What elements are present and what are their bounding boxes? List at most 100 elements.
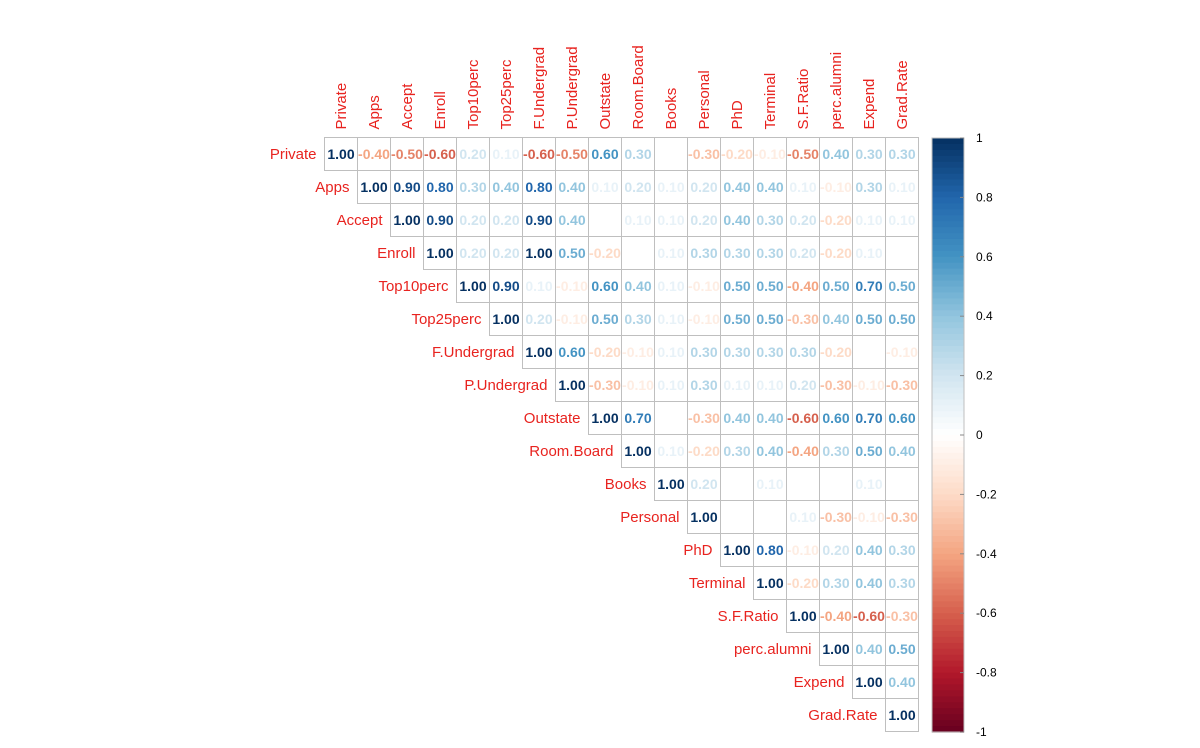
col-label-Personal: Personal — [696, 70, 713, 129]
colorbar-segment — [932, 678, 964, 686]
cell-value-Room.Board-perc.alumni: 0.30 — [822, 443, 849, 459]
cell-value-perc.alumni-perc.alumni: 1.00 — [822, 641, 849, 657]
cell-value-Private-Private: 1.00 — [327, 146, 354, 162]
cell-value-Outstate-Outstate: 1.00 — [591, 410, 618, 426]
colorbar-segment — [932, 702, 964, 709]
cell-value-Accept-Personal: 0.20 — [690, 212, 717, 228]
cell-value-P.Undergrad-Grad.Rate: -0.30 — [886, 377, 918, 393]
cell-value-Enroll-Top25perc: 0.20 — [492, 245, 519, 261]
cell-value-Accept-Top25perc: 0.20 — [492, 212, 519, 228]
cell-value-Top25perc-F.Undergrad: 0.20 — [525, 311, 552, 327]
colorbar-segment — [932, 143, 964, 151]
col-label-Top25perc: Top25perc — [498, 59, 515, 130]
cell-value-Top10perc-S.F.Ratio: -0.40 — [787, 278, 819, 294]
colorbar-tick-label: 0.6 — [976, 250, 993, 264]
row-label-Terminal: Terminal — [689, 575, 746, 592]
cell-value-Apps-Books: 0.10 — [657, 179, 684, 195]
colorbar-segment — [932, 482, 964, 490]
cell-value-Books-Expend: 0.10 — [855, 476, 882, 492]
row-label-Top25perc: Top25perc — [411, 311, 482, 328]
colorbar-segment — [932, 601, 964, 608]
col-label-PhD: PhD — [729, 100, 746, 129]
col-label-Outstate: Outstate — [597, 73, 614, 130]
colorbar-segment — [932, 583, 964, 591]
colorbar-segment — [932, 310, 964, 317]
cell-value-Enroll-Outstate: -0.20 — [589, 245, 621, 261]
colorbar-segment — [932, 619, 964, 626]
colorbar-segment — [932, 458, 964, 466]
colorbar-segment — [932, 351, 964, 359]
cell-value-Apps-F.Undergrad: 0.80 — [525, 179, 552, 195]
cell-Books-PhD — [720, 467, 754, 501]
colorbar-segment — [932, 726, 964, 733]
colorbar-segment — [932, 559, 964, 567]
colorbar-tick-label: 0.4 — [976, 309, 993, 323]
cell-value-Private-Expend: 0.30 — [855, 146, 882, 162]
colorbar-segment — [932, 571, 964, 579]
cell-value-Enroll-Personal: 0.30 — [690, 245, 717, 261]
cell-Personal-Terminal — [753, 500, 787, 534]
colorbar-segment — [932, 672, 964, 680]
colorbar-segment — [932, 553, 964, 561]
colorbar-segment — [932, 500, 964, 507]
colorbar-segment — [932, 660, 964, 668]
colorbar-segment — [932, 375, 964, 383]
cell-value-P.Undergrad-Room.Board: -0.10 — [622, 377, 654, 393]
col-label-Terminal: Terminal — [762, 73, 779, 130]
col-label-Apps: Apps — [366, 95, 383, 129]
colorbar-segment — [932, 547, 964, 555]
cell-value-P.Undergrad-Terminal: 0.10 — [756, 377, 783, 393]
cell-value-Outstate-perc.alumni: 0.60 — [822, 410, 849, 426]
colorbar-segment — [932, 238, 964, 246]
colorbar-segment — [932, 387, 964, 395]
row-label-Apps: Apps — [315, 179, 349, 196]
colorbar-segment — [932, 357, 964, 365]
row-label-PhD: PhD — [683, 542, 712, 559]
colorbar-segment — [932, 334, 964, 341]
cell-value-F.Undergrad-Room.Board: -0.10 — [622, 344, 654, 360]
cell-value-F.Undergrad-Terminal: 0.30 — [756, 344, 783, 360]
cell-value-Accept-Books: 0.10 — [657, 212, 684, 228]
cell-value-Expend-Expend: 1.00 — [855, 674, 882, 690]
cell-value-Grad.Rate-Grad.Rate: 1.00 — [888, 707, 915, 723]
cell-value-Room.Board-S.F.Ratio: -0.40 — [787, 443, 819, 459]
colorbar-segment — [932, 446, 964, 454]
matrix-grid — [324, 137, 919, 732]
colorbar-segment — [932, 423, 964, 430]
col-label-Books: Books — [663, 88, 680, 130]
cell-value-P.Undergrad-Expend: -0.10 — [853, 377, 885, 393]
colorbar-segment — [932, 191, 964, 198]
colorbar-segment — [932, 411, 964, 418]
col-label-S.F.Ratio: S.F.Ratio — [795, 69, 812, 130]
cell-value-Private-Top10perc: 0.20 — [459, 146, 486, 162]
cell-value-F.Undergrad-Personal: 0.30 — [690, 344, 717, 360]
colorbar-segment — [932, 381, 964, 389]
row-label-Top10perc: Top10perc — [378, 278, 449, 295]
cell-value-perc.alumni-Expend: 0.40 — [855, 641, 882, 657]
cell-value-PhD-Grad.Rate: 0.30 — [888, 542, 915, 558]
col-label-P.Undergrad: P.Undergrad — [564, 46, 581, 129]
cell-value-Enroll-Books: 0.10 — [657, 245, 684, 261]
colorbar-segment — [932, 720, 964, 727]
cell-value-Room.Board-Expend: 0.50 — [855, 443, 882, 459]
cell-value-Apps-PhD: 0.40 — [723, 179, 750, 195]
cell-value-Accept-Room.Board: 0.10 — [624, 212, 651, 228]
colorbar-segment — [932, 227, 964, 234]
cell-value-F.Undergrad-P.Undergrad: 0.60 — [558, 344, 585, 360]
cell-value-Enroll-F.Undergrad: 1.00 — [525, 245, 552, 261]
cell-value-Room.Board-Grad.Rate: 0.40 — [888, 443, 915, 459]
cell-value-Top10perc-PhD: 0.50 — [723, 278, 750, 294]
cell-value-Top10perc-Outstate: 0.60 — [591, 278, 618, 294]
colorbar-tick-label: 1 — [976, 131, 983, 145]
colorbar-segment — [932, 149, 964, 157]
row-label-Books: Books — [605, 476, 647, 493]
colorbar-tick-label: -0.2 — [976, 487, 997, 501]
colorbar-segment — [932, 625, 964, 632]
colorbar-segment — [932, 589, 964, 596]
colorbar-segment — [932, 167, 964, 175]
colorbar-tick-label: -0.6 — [976, 606, 997, 620]
cell-value-F.Undergrad-Books: 0.10 — [657, 344, 684, 360]
cell-value-Apps-Personal: 0.20 — [690, 179, 717, 195]
cell-value-Top25perc-P.Undergrad: -0.10 — [556, 311, 588, 327]
